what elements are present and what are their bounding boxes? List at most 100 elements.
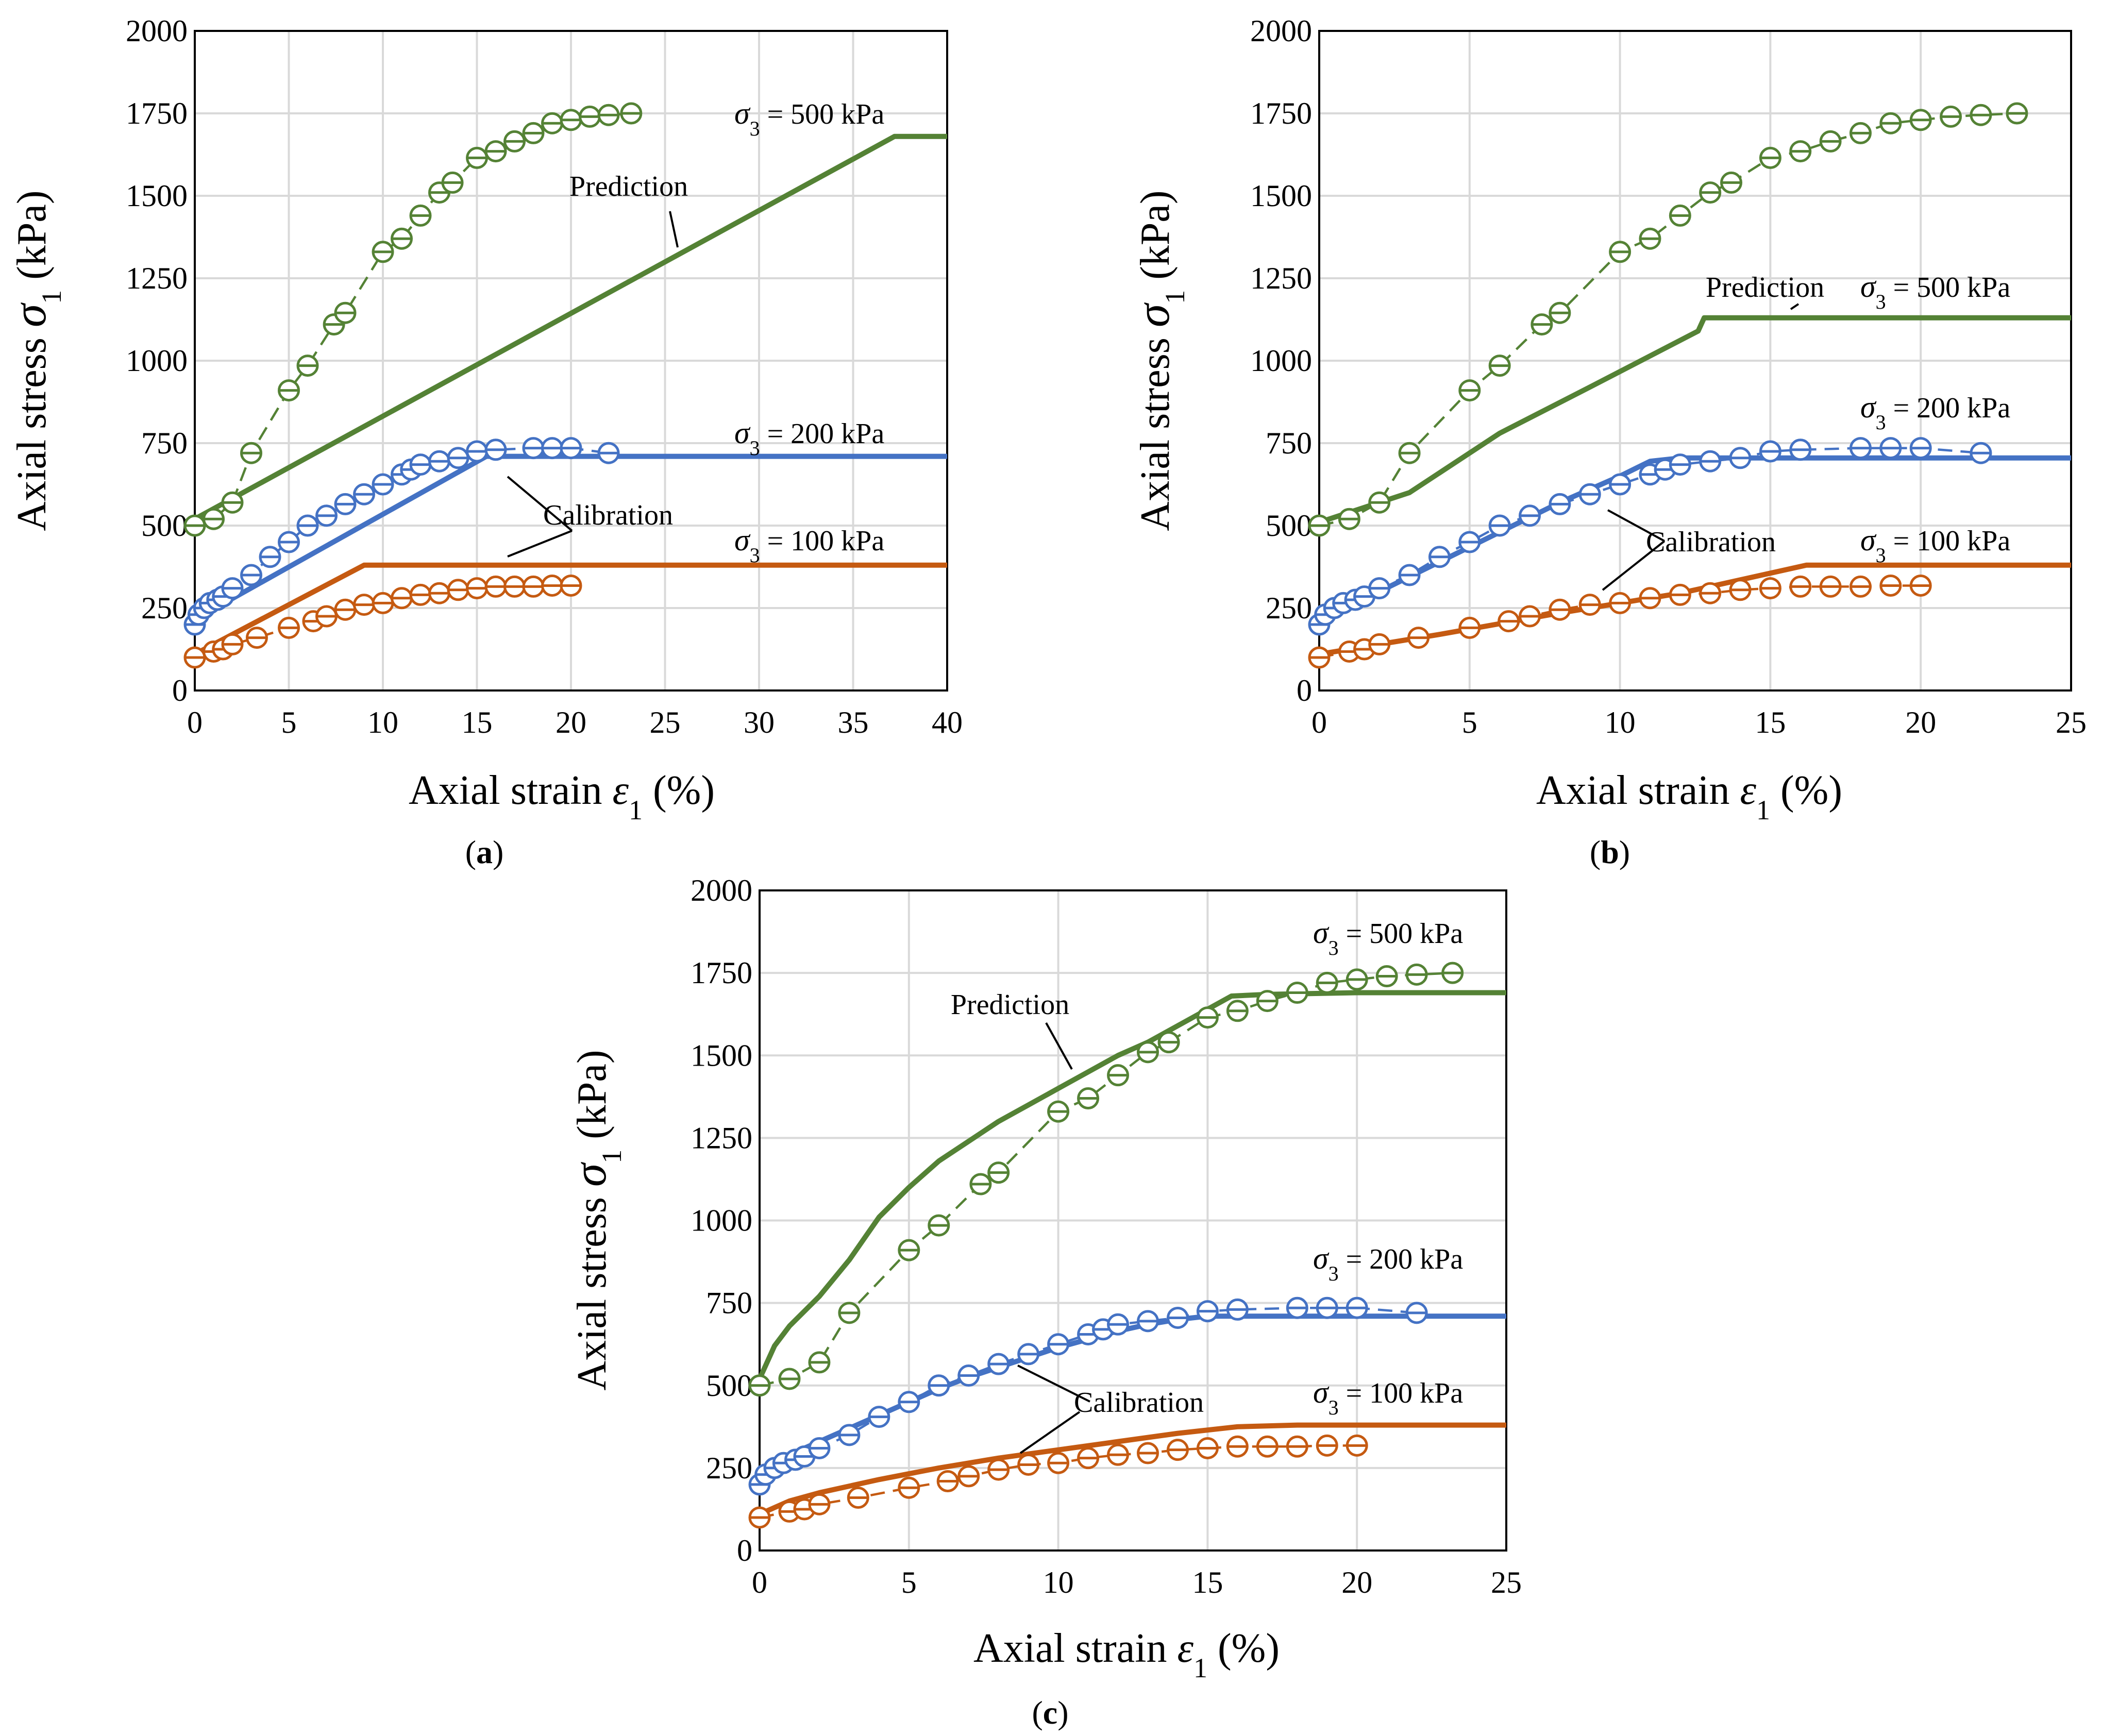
test-point [597,104,620,126]
test-point [334,301,357,324]
y-tick-label: 2000 [1250,14,1312,48]
y-axis-label-part: 1 [36,290,67,304]
x-tick-label: 25 [650,705,681,739]
test-point [1549,301,1571,324]
test-point [1458,616,1481,639]
series-label-sub: 3 [1876,544,1886,567]
test-point [1441,962,1464,984]
test-point [847,1487,869,1509]
annotation-leader [1045,1022,1073,1070]
series-label-symbol: σ [1860,269,1877,304]
annotation-leader [1790,303,1800,310]
y-tick-label: 750 [706,1286,752,1320]
test-point [1609,241,1632,263]
series-label-symbol: σ [1313,1241,1330,1275]
test-point [1047,1333,1070,1356]
test-point [1017,1343,1040,1366]
test-point [240,442,262,464]
test-point [1286,1435,1308,1458]
test-point [1316,1434,1338,1457]
series-label-symbol: σ [1313,1375,1330,1409]
x-tick-label: 25 [1491,1565,1522,1599]
series-s200: σ3 = 200 kPa [183,416,947,636]
test-point [1699,181,1722,204]
series-label: σ3 = 100 kPa [1313,1375,1463,1419]
y-tick-label: 1500 [126,179,188,213]
test-point [1819,575,1842,598]
test-point [203,508,225,530]
test-point [428,582,450,604]
test-point [1157,1031,1180,1054]
test-point [1669,204,1691,227]
test-point [1375,965,1398,988]
test-point [778,1368,801,1390]
test-line [1319,112,2017,527]
test-point [1488,355,1511,377]
series-label-rest: = 500 kPa [1339,918,1464,950]
y-tick-label: 1000 [691,1204,752,1238]
test-point [1166,1439,1189,1461]
y-axis-label-part: σ [1126,302,1179,327]
series-label-rest: = 500 kPa [760,98,885,130]
caption-paren: ( [465,834,476,870]
test-point [1549,598,1571,621]
series-label-symbol: σ [1860,390,1877,424]
caption-paren: ) [1619,834,1630,870]
caption-paren: ) [493,834,503,870]
prediction-annotation: Prediction [569,171,688,203]
test-point [1909,574,1932,597]
x-tick-label: 0 [187,705,203,739]
test-point [1196,1437,1219,1459]
series-label-rest: = 500 kPa [1886,272,2011,304]
caption-letter: a [476,834,493,870]
test-point [1759,146,1781,169]
test-point [560,574,582,597]
series-label-rest: = 200 kPa [1339,1243,1464,1275]
test-point [1970,104,1992,126]
x-tick-label: 20 [1341,1565,1372,1599]
test-point [1849,122,1872,144]
x-tick-label: 15 [1192,1565,1223,1599]
test-point [522,575,545,598]
y-tick-label: 1000 [1250,344,1312,378]
test-point [409,204,432,227]
test-point [1609,592,1632,614]
test-point [541,112,563,134]
test-point [1519,605,1541,628]
annotation-leader [1019,1411,1081,1454]
test-point [1729,447,1752,469]
caption-paren: ( [1032,1694,1042,1731]
series-label-rest: = 200 kPa [1886,392,2011,424]
series-s500: σ3 = 500 kPa [748,916,1506,1397]
caption-letter: b [1601,834,1619,870]
series-label-symbol: σ [1860,523,1877,557]
test-point [1879,112,1902,134]
y-axis-label-part: σ [3,302,56,327]
test-point [1316,1296,1338,1319]
test-point [1077,1087,1100,1110]
annotation-leader [1607,509,1665,542]
plot-frame [759,889,1507,1552]
test-point [1789,575,1812,598]
y-axis-label-part: (kPa) [9,190,55,290]
y-tick-label: 500 [706,1369,752,1403]
test-point [898,1476,920,1499]
y-tick-label: 1750 [1250,96,1312,130]
test-point [560,437,582,460]
x-tick-label: 15 [462,705,493,739]
test-point [928,1374,950,1397]
y-tick-label: 500 [1266,509,1312,543]
test-point [1729,579,1752,601]
y-axis-label-part: Axial stress [569,1187,615,1391]
x-axis-label: Axial strain ε1 (%) [1536,768,1842,825]
panel-a: 0 5 10 15 20 25 30 35 40 0 250 500 750 1000 1250 1500 17… [3,14,963,870]
y-tick-label: 2000 [691,873,752,907]
x-tick-label: 20 [1905,705,1936,739]
test-point [1405,963,1428,986]
x-axis-label-part: ε [1178,1626,1194,1671]
test-point [1405,1302,1428,1324]
x-axis-label-part: ε [1740,768,1757,813]
test-point [466,577,488,600]
panel-caption: (a) [465,834,504,870]
test-point [1819,130,1842,153]
